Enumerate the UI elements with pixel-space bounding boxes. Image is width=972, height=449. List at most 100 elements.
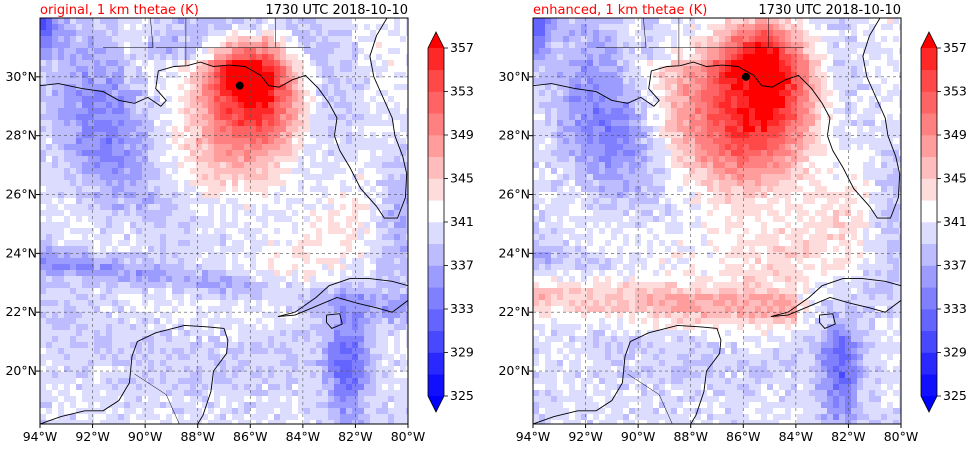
- colorbar-bin: [428, 156, 444, 179]
- x-tick-label: 88°W: [180, 429, 215, 444]
- colorbar-tick-label: 345: [943, 171, 967, 186]
- x-tick-label: 84°W: [779, 429, 814, 444]
- thetae-field-original: [40, 18, 408, 424]
- x-tick-label: 90°W: [128, 429, 163, 444]
- y-ticks-original: 20°N 22°N 24°N 26°N 28°N 30°N: [5, 69, 40, 378]
- colorbar-bin: [428, 91, 444, 114]
- colorbar-bin: [921, 135, 937, 158]
- colorbar-tick-label: 345: [450, 171, 474, 186]
- x-ticks-original: 94°W 92°W 90°W 88°W 86°W 84°W 82°W 80°W: [23, 424, 426, 444]
- colorbar-bin: [428, 135, 444, 158]
- x-tick-label: 82°W: [831, 429, 866, 444]
- x-tick-label: 86°W: [726, 429, 761, 444]
- x-tick-label: 90°W: [621, 429, 656, 444]
- colorbar-tick-label: 357: [943, 40, 967, 55]
- y-tick-label: 30°N: [5, 69, 37, 84]
- x-tick-label: 94°W: [516, 429, 551, 444]
- panel-title-right: 1730 UTC 2018-10-10: [265, 3, 408, 18]
- colorbar-tick-label: 325: [943, 388, 967, 403]
- colorbar-tick-label: 329: [943, 345, 967, 360]
- storm-center-marker: [235, 81, 244, 90]
- y-tick-label: 20°N: [498, 363, 530, 378]
- x-tick-label: 80°W: [884, 429, 919, 444]
- colorbar-tick-label: 353: [943, 84, 967, 99]
- x-tick-label: 86°W: [233, 429, 268, 444]
- y-tick-label: 24°N: [498, 245, 530, 260]
- colorbar-bin: [428, 265, 444, 288]
- map-frame: [39, 17, 409, 425]
- y-tick-label: 24°N: [5, 245, 37, 260]
- colorbar-bin: [921, 265, 937, 288]
- x-tick-label: 84°W: [286, 429, 321, 444]
- thetae-field-enhanced: [533, 18, 901, 424]
- colorbar-bin: [428, 330, 444, 353]
- panel-original: original, 1 km thetae (K) 1730 UTC 2018-…: [5, 3, 425, 444]
- y-ticks-enhanced: 20°N 22°N 24°N 26°N 28°N 30°N: [498, 69, 533, 378]
- colorbar-bin: [921, 178, 937, 201]
- colorbar-bin: [921, 330, 937, 353]
- colorbar-bin: [921, 200, 937, 223]
- x-tick-label: 92°W: [568, 429, 603, 444]
- colorbar-bin: [428, 374, 444, 397]
- y-tick-label: 28°N: [5, 128, 37, 143]
- y-tick-label: 26°N: [5, 187, 37, 202]
- y-tick-label: 20°N: [5, 363, 37, 378]
- colorbar-bin: [428, 222, 444, 245]
- colorbar-tick-label: 353: [450, 84, 474, 99]
- colorbar-original: 325 329 333 337 341 345 349 353 357: [427, 31, 474, 413]
- colorbar-bin: [921, 309, 937, 332]
- x-tick-label: 82°W: [338, 429, 373, 444]
- colorbar-bin: [921, 243, 937, 266]
- panel-title-left: enhanced, 1 km thetae (K): [533, 3, 707, 18]
- x-tick-label: 94°W: [23, 429, 58, 444]
- gridlines-original: [40, 18, 408, 424]
- colorbar-extend-max: [428, 32, 444, 48]
- x-tick-label: 92°W: [75, 429, 110, 444]
- colorbar-bin: [428, 69, 444, 92]
- colorbar-tick-label: 337: [450, 258, 474, 273]
- x-tick-label: 80°W: [391, 429, 426, 444]
- colorbar-tick-label: 341: [450, 214, 474, 229]
- colorbar-extend-min: [921, 396, 937, 412]
- coastline-enhanced: [533, 18, 901, 424]
- colorbar-bin: [428, 48, 444, 71]
- gridlines-enhanced: [533, 18, 901, 424]
- y-tick-label: 22°N: [498, 304, 530, 319]
- colorbar-extend-min: [428, 396, 444, 412]
- panel-title-right: 1730 UTC 2018-10-10: [758, 3, 901, 18]
- colorbar-tick-label: 349: [943, 127, 967, 142]
- colorbar-bin: [921, 113, 937, 136]
- storm-center-marker: [741, 72, 750, 81]
- colorbar-bin: [921, 156, 937, 179]
- panel-enhanced: enhanced, 1 km thetae (K) 1730 UTC 2018-…: [498, 3, 918, 444]
- colorbar-bin: [428, 113, 444, 136]
- colorbar-bin: [921, 91, 937, 114]
- colorbar-enhanced: 325 329 333 337 341 345 349 353 357: [920, 31, 967, 413]
- colorbar-bin: [921, 352, 937, 375]
- colorbar-tick-label: 357: [450, 40, 474, 55]
- colorbar-tick-label: 329: [450, 345, 474, 360]
- colorbar-tick-label: 333: [450, 301, 474, 316]
- colorbar-bin: [428, 200, 444, 223]
- y-tick-label: 26°N: [498, 187, 530, 202]
- colorbar-bin: [921, 69, 937, 92]
- colorbar-bin: [921, 222, 937, 245]
- colorbar-tick-label: 325: [450, 388, 474, 403]
- colorbar-extend-max: [921, 32, 937, 48]
- colorbar-bin: [428, 352, 444, 375]
- colorbar-bin: [428, 178, 444, 201]
- x-ticks-enhanced: 94°W 92°W 90°W 88°W 86°W 84°W 82°W 80°W: [516, 424, 919, 444]
- y-tick-label: 28°N: [498, 128, 530, 143]
- colorbar-tick-label: 337: [943, 258, 967, 273]
- y-tick-label: 30°N: [498, 69, 530, 84]
- colorbar-bin: [921, 374, 937, 397]
- y-tick-label: 22°N: [5, 304, 37, 319]
- colorbar-bin: [428, 243, 444, 266]
- colorbar-bin: [921, 48, 937, 71]
- map-frame: [532, 17, 902, 425]
- colorbar-bin: [428, 287, 444, 310]
- colorbar-tick-label: 349: [450, 127, 474, 142]
- panel-title-left: original, 1 km thetae (K): [40, 3, 199, 18]
- colorbar-bin: [428, 309, 444, 332]
